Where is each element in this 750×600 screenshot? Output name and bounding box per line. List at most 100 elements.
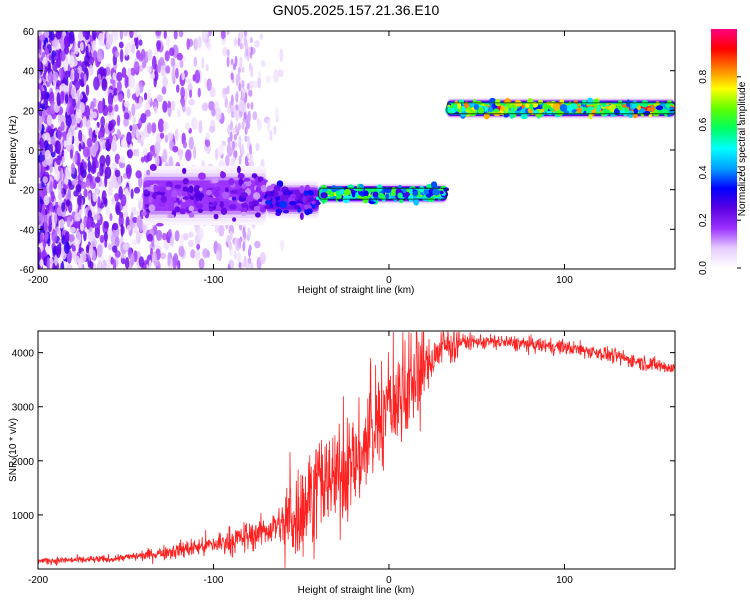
noise-speckle	[133, 186, 141, 194]
noise-speckle	[244, 92, 248, 103]
noise-speckle	[63, 59, 68, 72]
noise-speckle	[116, 114, 121, 127]
ridge-blob	[211, 201, 218, 207]
noise-speckle	[135, 84, 140, 98]
ridge-blob	[397, 192, 403, 199]
noise-speckle	[93, 76, 100, 91]
noise-speckle	[123, 100, 130, 108]
ridge-blob	[343, 188, 352, 196]
noise-speckle	[101, 78, 108, 91]
noise-speckle	[134, 103, 141, 110]
noise-speckle	[187, 239, 194, 248]
noise-speckle	[277, 69, 284, 78]
noise-speckle	[174, 64, 180, 71]
noise-speckle	[185, 77, 192, 84]
ridge-blob	[665, 101, 670, 108]
ridge-blob	[527, 108, 532, 114]
ridge-blob	[618, 106, 624, 111]
noise-speckle	[230, 94, 234, 106]
noise-speckle	[237, 66, 241, 74]
noise-speckle	[92, 144, 97, 157]
ridge-blob	[294, 204, 300, 210]
noise-speckle	[177, 260, 181, 269]
ridge-blob	[473, 103, 480, 111]
noise-speckle	[44, 132, 51, 141]
noise-speckle	[107, 33, 114, 46]
noise-speckle	[235, 114, 239, 122]
noise-speckle	[273, 125, 277, 136]
ridge-blob	[577, 107, 582, 114]
noise-speckle	[245, 48, 249, 57]
noise-speckle	[198, 120, 203, 134]
noise-speckle	[239, 56, 243, 69]
noise-speckle	[111, 196, 116, 205]
ridge-blob	[529, 103, 534, 108]
noise-speckle	[44, 47, 49, 56]
noise-speckle	[79, 162, 84, 176]
noise-speckle	[190, 249, 196, 259]
noise-speckle	[42, 176, 49, 184]
noise-speckle	[89, 181, 96, 190]
noise-speckle	[56, 155, 61, 166]
ridge-blob	[542, 103, 550, 110]
ridge-blob	[148, 204, 156, 212]
ridge-blob	[230, 189, 239, 195]
noise-speckle	[178, 148, 183, 161]
noise-speckle	[138, 39, 143, 46]
ridge-blob	[559, 103, 568, 112]
noise-speckle	[115, 201, 122, 216]
noise-speckle	[38, 115, 43, 127]
noise-speckle	[161, 86, 167, 95]
noise-speckle	[110, 141, 118, 153]
noise-speckle	[110, 256, 114, 265]
ridge-blob	[165, 186, 172, 191]
ridge-blob	[195, 203, 204, 209]
noise-speckle	[265, 75, 271, 84]
noise-speckle	[53, 179, 58, 190]
ridge-blob	[322, 188, 328, 192]
noise-speckle	[73, 255, 80, 264]
noise-speckle	[78, 31, 84, 42]
noise-speckle	[69, 226, 76, 233]
noise-speckle	[112, 77, 116, 92]
noise-speckle	[126, 131, 132, 145]
noise-speckle	[38, 70, 41, 81]
noise-speckle	[85, 84, 90, 96]
noise-speckle	[95, 176, 101, 183]
noise-speckle	[74, 46, 79, 55]
noise-speckle	[179, 59, 184, 69]
noise-speckle	[135, 36, 139, 50]
noise-speckle	[86, 216, 93, 228]
noise-speckle	[79, 41, 84, 52]
noise-speckle	[107, 243, 114, 251]
snr-y-label: SNR (10 * v/v)	[8, 418, 19, 482]
noise-speckle	[235, 74, 239, 87]
noise-speckle	[77, 211, 81, 222]
ridge-blob	[213, 213, 219, 220]
ridge-blob	[182, 167, 187, 175]
ridge-blob	[153, 185, 160, 193]
noise-speckle	[48, 215, 52, 229]
noise-speckle	[105, 205, 111, 216]
noise-speckle	[130, 44, 136, 54]
noise-speckle	[97, 259, 102, 269]
noise-speckle	[92, 189, 98, 203]
ridge-blob	[141, 211, 147, 216]
noise-speckle	[57, 192, 63, 201]
ridge-outline	[318, 187, 448, 200]
ridge-blob	[266, 195, 272, 201]
noise-speckle	[136, 215, 142, 229]
noise-speckle	[156, 94, 163, 103]
ridge-blob	[231, 196, 237, 201]
spectrogram-marks	[38, 31, 675, 269]
ridge-blob	[236, 165, 241, 174]
noise-speckle	[129, 31, 134, 39]
noise-speckle	[174, 128, 179, 142]
noise-speckle	[182, 233, 189, 241]
noise-speckle	[87, 160, 92, 173]
noise-speckle	[138, 256, 145, 268]
ridge-blob	[311, 200, 316, 205]
noise-speckle	[119, 48, 124, 63]
ridge-blob	[457, 101, 462, 110]
noise-speckle	[206, 78, 212, 92]
